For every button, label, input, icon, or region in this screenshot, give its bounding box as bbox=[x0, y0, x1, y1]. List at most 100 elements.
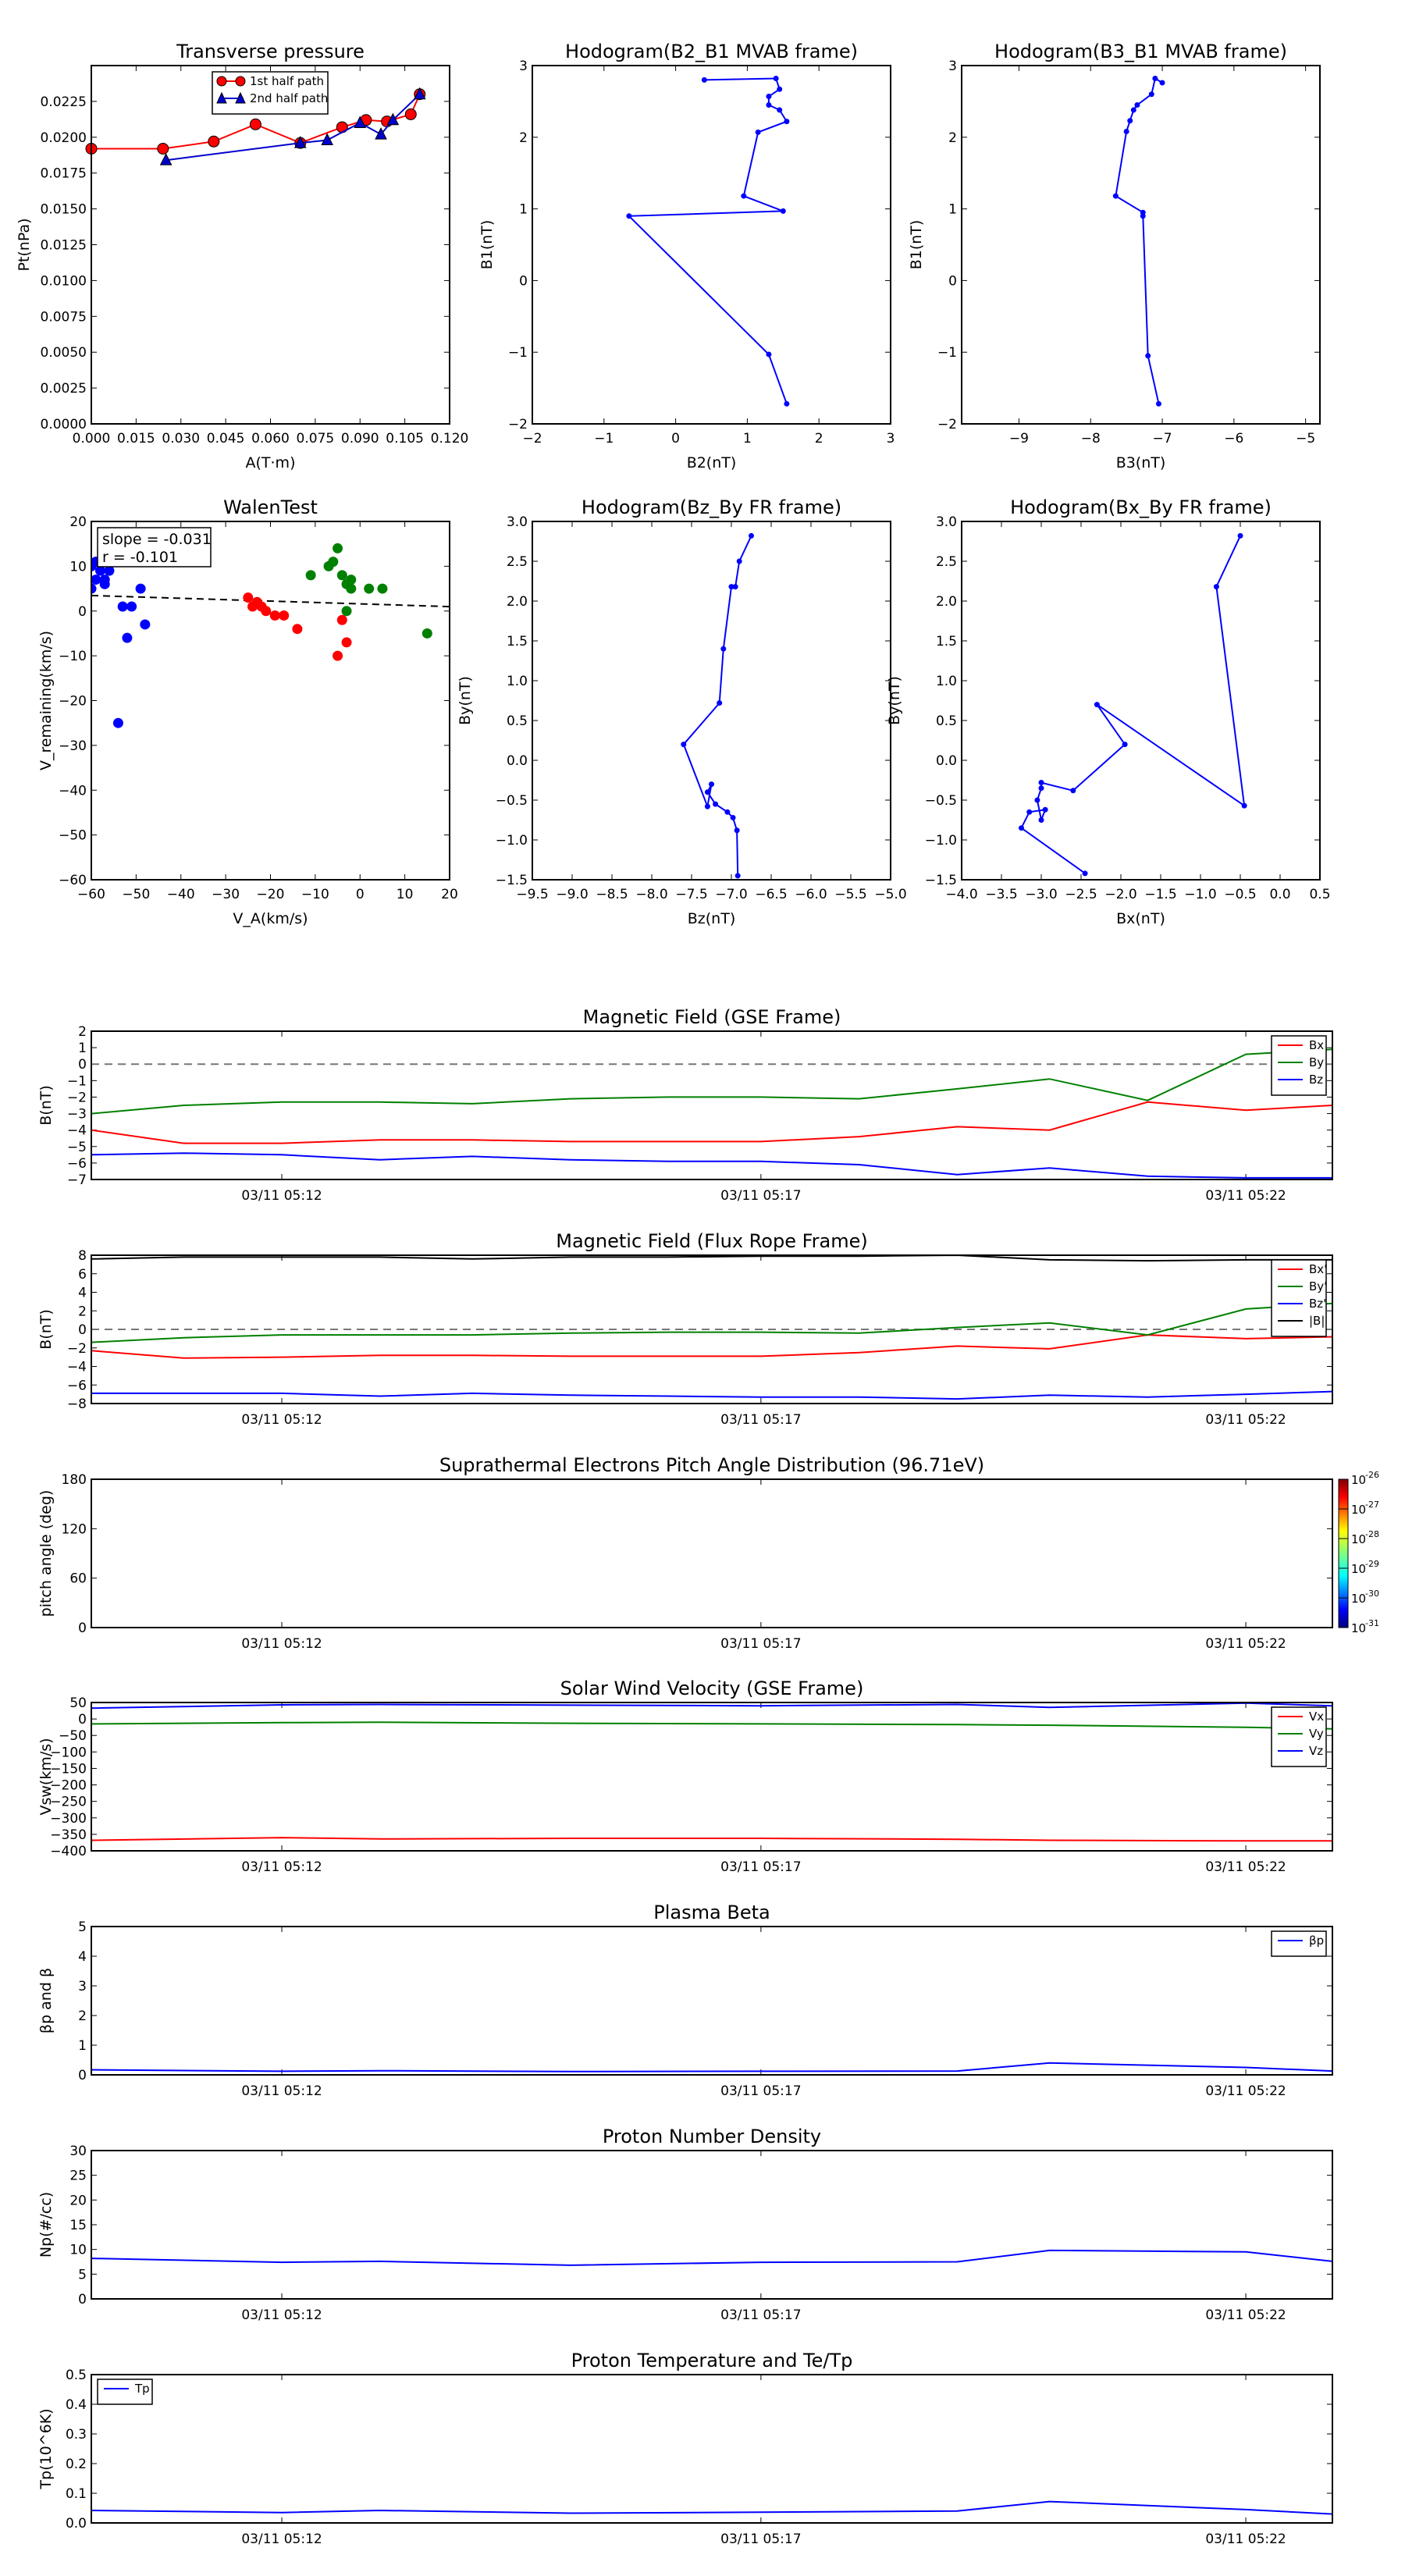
chart-timeseries-12: Proton Temperature and Te/Tp 0.0 0.1 0.2 0.3… bbox=[37, 2350, 1333, 2547]
x-tick-label: 0.060 bbox=[251, 431, 290, 447]
y-tick-label: 0 bbox=[78, 604, 87, 620]
data-point bbox=[413, 87, 426, 100]
chart-title: Hodogram(B3_B1 MVAB frame) bbox=[994, 41, 1287, 62]
data-point bbox=[626, 213, 632, 219]
colorbar-exponent: -29 bbox=[1365, 1559, 1379, 1569]
y-axis-label: βp and β bbox=[37, 1968, 55, 2033]
x-tick-label: −30 bbox=[212, 887, 240, 902]
colorbar-base: 10 bbox=[1351, 1532, 1366, 1546]
x-axis-label: A(T·m) bbox=[246, 454, 296, 471]
x-tick-label: 0.0 bbox=[1269, 887, 1290, 902]
x-tick-label: −5.0 bbox=[874, 887, 906, 902]
series-line bbox=[91, 1837, 1332, 1842]
data-point bbox=[784, 400, 790, 407]
chart-timeseries-6: Magnetic Field (GSE Frame) −7−6−5−4−3 −2−1… bbox=[37, 1006, 1333, 1204]
chart-title: Proton Number Density bbox=[603, 2126, 821, 2147]
y-tick-label: 0 bbox=[78, 1322, 87, 1338]
y-tick-label: 2 bbox=[78, 2008, 87, 2024]
y-tick-label: 0.5 bbox=[66, 2368, 87, 2383]
data-point bbox=[766, 351, 772, 358]
data-point bbox=[336, 614, 347, 625]
x-axis-label: B3(nT) bbox=[1116, 454, 1166, 471]
colorbar-exponent: -31 bbox=[1365, 1618, 1379, 1628]
y-tick-label: 0.0000 bbox=[41, 417, 87, 432]
y-tick-label: 0.1 bbox=[66, 2486, 87, 2502]
data-point bbox=[736, 558, 742, 564]
colorbar-base: 10 bbox=[1351, 1503, 1366, 1517]
data-point bbox=[1155, 400, 1161, 407]
chart-hodogram-4: Hodogram(Bz_By FR frame) −1.5 −1.0 −0.5 0.0 0… bbox=[457, 496, 907, 927]
legend-label: Bz bbox=[1309, 1073, 1323, 1087]
time-tick-label: 03/11 05:12 bbox=[241, 1412, 322, 1428]
plot-border bbox=[91, 1254, 1333, 1404]
data-point bbox=[1159, 80, 1165, 86]
data-point bbox=[773, 76, 779, 82]
data-point bbox=[1038, 780, 1044, 786]
colorbar-base: 10 bbox=[1351, 1562, 1366, 1576]
x-tick-label: −7.5 bbox=[675, 887, 707, 902]
time-tick-label: 03/11 05:12 bbox=[241, 2083, 322, 2099]
series-line bbox=[91, 1334, 1332, 1359]
series-line bbox=[91, 94, 421, 150]
data-point bbox=[735, 873, 741, 879]
y-tick-label: 0.0075 bbox=[41, 309, 87, 325]
y-tick-label: 0 bbox=[78, 1621, 87, 1636]
x-tick-label: 0 bbox=[356, 887, 365, 902]
data-point bbox=[1145, 353, 1151, 359]
data-point bbox=[99, 578, 110, 589]
y-tick-label: −0.5 bbox=[925, 793, 957, 809]
series-line bbox=[1115, 76, 1163, 404]
y-tick-label: 1 bbox=[519, 202, 528, 218]
x-axis-label: Bz(nT) bbox=[688, 910, 735, 927]
data-point bbox=[1148, 91, 1154, 98]
data-point bbox=[704, 803, 710, 809]
chart-title: Hodogram(Bz_By FR frame) bbox=[582, 496, 841, 518]
plot-border bbox=[91, 65, 450, 425]
annotation-r: r = -0.101 bbox=[102, 549, 178, 566]
time-tick-label: 03/11 05:22 bbox=[1205, 1859, 1286, 1875]
y-tick-label: 2 bbox=[519, 130, 528, 146]
data-point bbox=[1130, 107, 1136, 113]
y-tick-label: −4 bbox=[67, 1123, 87, 1139]
time-tick-label: 03/11 05:17 bbox=[720, 1188, 801, 1204]
data-point bbox=[159, 153, 173, 165]
y-tick-label: 50 bbox=[69, 1695, 87, 1711]
data-point bbox=[354, 116, 367, 128]
data-point bbox=[243, 592, 254, 603]
data-point bbox=[749, 532, 754, 539]
data-point bbox=[1127, 118, 1133, 124]
legend-label: Bx' bbox=[1309, 1262, 1327, 1276]
y-tick-label: 1.5 bbox=[936, 634, 957, 649]
data-point bbox=[269, 610, 280, 621]
x-tick-label: −40 bbox=[167, 887, 195, 902]
data-point bbox=[1026, 809, 1033, 815]
x-tick-label: 0.090 bbox=[341, 431, 379, 447]
y-tick-label: 2.5 bbox=[507, 554, 528, 570]
y-tick-label: 0.0200 bbox=[41, 130, 87, 146]
y-tick-label: −350 bbox=[50, 1827, 87, 1843]
data-point bbox=[777, 86, 783, 92]
data-point bbox=[1152, 76, 1158, 82]
series-line bbox=[91, 2500, 1332, 2515]
data-point bbox=[305, 570, 316, 581]
time-tick-label: 03/11 05:12 bbox=[241, 1188, 322, 1204]
data-point bbox=[261, 606, 272, 617]
data-point bbox=[449, 662, 450, 667]
data-point bbox=[386, 112, 400, 126]
data-point bbox=[1112, 193, 1119, 199]
data-point bbox=[112, 717, 123, 728]
chart-hodogram-2: Hodogram(B3_B1 MVAB frame) −2 −1 0 1 2 3 −9 −8 −7… bbox=[908, 41, 1321, 471]
colorbar-base: 10 bbox=[1351, 1621, 1366, 1635]
x-tick-label: 0 bbox=[671, 431, 680, 447]
data-point bbox=[126, 601, 137, 612]
x-tick-label: −50 bbox=[122, 887, 150, 902]
y-tick-label: −50 bbox=[59, 1728, 87, 1744]
data-point bbox=[135, 583, 146, 594]
x-tick-label: 20 bbox=[441, 887, 458, 902]
legend-label: Vz bbox=[1309, 1744, 1323, 1758]
y-tick-label: 180 bbox=[62, 1472, 87, 1488]
series-line bbox=[91, 2062, 1332, 2073]
x-tick-label: 0.120 bbox=[431, 431, 469, 447]
data-point bbox=[730, 814, 736, 820]
y-tick-label: −0.5 bbox=[496, 793, 528, 809]
